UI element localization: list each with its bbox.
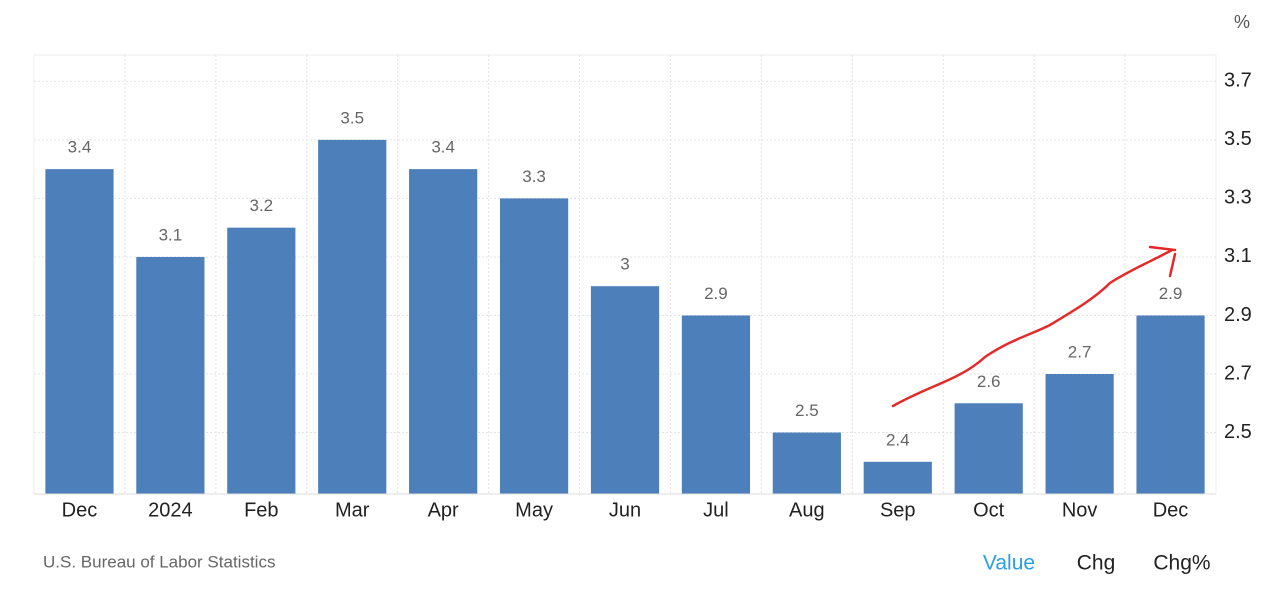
x-tick-label: Nov <box>1062 499 1098 521</box>
data-label: 3 <box>620 255 629 274</box>
x-tick-label: Dec <box>1153 499 1189 521</box>
x-tick-label: Apr <box>428 499 459 521</box>
y-tick-label: 2.9 <box>1224 304 1252 326</box>
data-label: 3.4 <box>431 138 455 157</box>
x-tick-label: Jun <box>609 499 641 521</box>
y-tick-label: 3.3 <box>1224 187 1252 209</box>
x-tick-label: Aug <box>789 499 825 521</box>
x-tick-label: May <box>515 499 553 521</box>
plot-area: 2.5 2.7 2.9 3.1 3.3 3.5 3.7 Dec 3.4 2024 3.1 Feb 3.2… <box>33 54 1252 521</box>
data-label: 3.5 <box>340 108 364 127</box>
x-tick-label: 2024 <box>148 499 193 521</box>
source: U.S. Bureau of Labor Statistics <box>43 552 275 571</box>
bar <box>772 432 841 494</box>
data-label: 2.4 <box>886 430 910 449</box>
bar <box>681 315 751 494</box>
annotation-arrow <box>891 245 1177 408</box>
data-label: 2.5 <box>795 401 819 420</box>
data-label: 2.9 <box>704 284 728 303</box>
y-tick-label: 3.5 <box>1224 128 1252 150</box>
bar <box>45 169 114 494</box>
bar <box>499 198 569 494</box>
data-label: 2.7 <box>1068 342 1092 361</box>
bar <box>227 227 296 494</box>
tab-chg[interactable]: Chg <box>1077 552 1116 575</box>
tab-value[interactable]: Value <box>983 552 1035 575</box>
bar <box>409 169 478 494</box>
bar <box>590 286 660 494</box>
data-label: 3.2 <box>249 196 273 215</box>
x-tick-label: Feb <box>244 499 278 521</box>
bar <box>136 256 205 494</box>
x-tick-label: Oct <box>973 499 1005 521</box>
y-tick-label: 3.1 <box>1224 245 1252 267</box>
x-tick-label: Dec <box>62 499 98 521</box>
y-tick-label: 3.7 <box>1224 70 1252 92</box>
bar <box>1045 374 1114 494</box>
data-label: 3.4 <box>68 138 92 157</box>
unit-label: % <box>1234 12 1250 32</box>
data-label: 3.1 <box>159 225 183 244</box>
tab-chg-pct[interactable]: Chg% <box>1153 552 1210 575</box>
bar <box>1136 315 1205 494</box>
x-tick-label: Jul <box>703 499 729 521</box>
bar <box>954 403 1023 494</box>
x-tick-label: Mar <box>335 499 370 521</box>
data-label: 2.9 <box>1159 284 1183 303</box>
data-label: 3.3 <box>522 167 546 186</box>
x-tick-label: Sep <box>880 499 916 521</box>
bar <box>863 461 932 494</box>
data-label: 2.6 <box>977 372 1001 391</box>
y-tick-label: 2.7 <box>1224 362 1252 384</box>
y-tick-label: 2.5 <box>1224 421 1252 443</box>
bar <box>318 139 387 494</box>
